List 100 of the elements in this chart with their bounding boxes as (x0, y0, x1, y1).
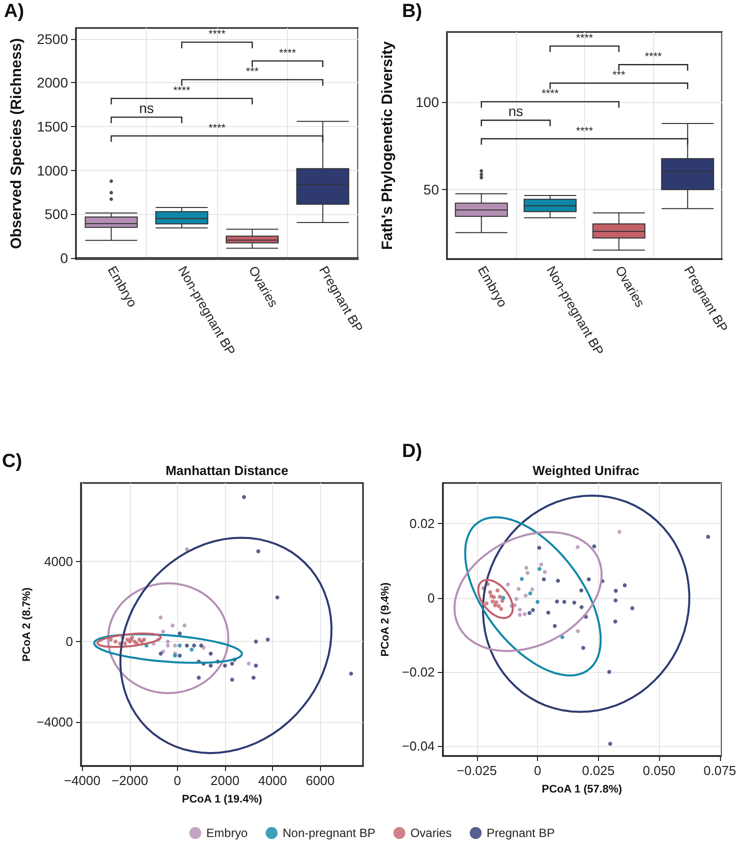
point (613, 620, 618, 624)
point (246, 662, 251, 666)
point (536, 600, 540, 604)
point (554, 600, 559, 604)
point (252, 676, 256, 680)
point (614, 588, 618, 593)
point (526, 571, 530, 576)
point (528, 591, 532, 596)
point (572, 600, 576, 605)
legend-label: Non-pregnant BP (282, 826, 376, 840)
point (266, 638, 270, 642)
point (178, 654, 182, 658)
point (123, 642, 128, 646)
point (190, 648, 194, 652)
y-tick-label: 2000 (36, 74, 68, 91)
y-tick-label: 0.02 (409, 516, 435, 532)
point (208, 652, 213, 656)
point (230, 678, 234, 682)
y-axis-title: Observed Species (Richness) (8, 38, 25, 250)
point (222, 664, 227, 668)
point (539, 562, 544, 566)
y-tick-label: 2500 (36, 30, 68, 47)
point (518, 612, 522, 617)
x-tick-label: 0.075 (704, 763, 736, 778)
point (208, 664, 213, 668)
point (199, 644, 204, 648)
point (552, 624, 557, 628)
y-tick-label: 500 (44, 206, 68, 222)
annotation: **** (173, 84, 192, 97)
point (522, 612, 527, 616)
point (498, 594, 502, 599)
point (608, 742, 612, 746)
text: C) (2, 451, 22, 472)
text: B) (402, 1, 422, 22)
x-tick-label: 0 (534, 763, 542, 778)
y-tick-label: 1000 (36, 162, 68, 178)
y-tick-label: 50 (423, 181, 440, 198)
point (576, 545, 580, 550)
x-tick-label: −0.025 (456, 763, 497, 778)
point (630, 606, 634, 610)
point (614, 598, 618, 602)
point (490, 600, 495, 604)
point (182, 624, 187, 628)
point (495, 588, 500, 592)
point (546, 610, 550, 615)
point (166, 640, 170, 644)
point (254, 664, 258, 668)
point (592, 544, 596, 548)
y-tick-label: 1500 (36, 118, 68, 135)
legend-label: Embryo (206, 826, 248, 840)
x-tick-label: 0.050 (642, 763, 676, 778)
point (494, 600, 498, 604)
y-tick-label: 4000 (44, 554, 73, 569)
point (192, 644, 196, 648)
point (178, 632, 182, 636)
x-axis-title: PCoA 1 (19.4%) (182, 794, 262, 806)
point (528, 611, 532, 616)
point (500, 598, 504, 603)
annotation: **** (278, 47, 297, 60)
chart-title: Manhattan Distance (166, 463, 288, 478)
point (230, 662, 234, 666)
x-tick-label: 2000 (210, 773, 240, 788)
legend-label: Ovaries (410, 826, 452, 840)
point (173, 644, 177, 648)
point (518, 608, 522, 612)
y-tick-label: 0 (66, 634, 73, 650)
point (516, 586, 521, 591)
point (161, 630, 166, 634)
point (170, 624, 175, 628)
x-tick-label: −2000 (112, 773, 148, 788)
y-tick-label: −4000 (36, 714, 73, 730)
y-axis-title: PCoA 2 (8.7%) (21, 587, 34, 662)
point (576, 629, 580, 634)
annotation: **** (576, 32, 594, 45)
point (530, 608, 535, 612)
point (484, 601, 489, 606)
point (142, 638, 146, 642)
point (542, 577, 546, 582)
x-tick-label: 0 (174, 773, 181, 788)
y-tick-label: −0.02 (402, 664, 435, 680)
point (538, 566, 542, 571)
point (158, 652, 163, 656)
point (499, 606, 504, 611)
point (349, 672, 354, 676)
point (184, 644, 189, 648)
point (514, 596, 518, 601)
point (196, 676, 201, 680)
y-axis-title: Fath's Phylogenetic Diversity (379, 40, 396, 250)
point (556, 578, 560, 583)
y-axis-title: PCoA 2 (9.4%) (380, 582, 392, 657)
x-tick-label: 6000 (306, 773, 335, 788)
point (275, 595, 280, 600)
point (506, 582, 510, 586)
x-tick-label: 0.025 (582, 763, 615, 778)
annotation: ns (508, 103, 524, 120)
point (254, 640, 258, 644)
y-tick-label: 0 (60, 250, 68, 266)
point (496, 604, 501, 608)
point (579, 588, 584, 592)
point (520, 576, 524, 581)
